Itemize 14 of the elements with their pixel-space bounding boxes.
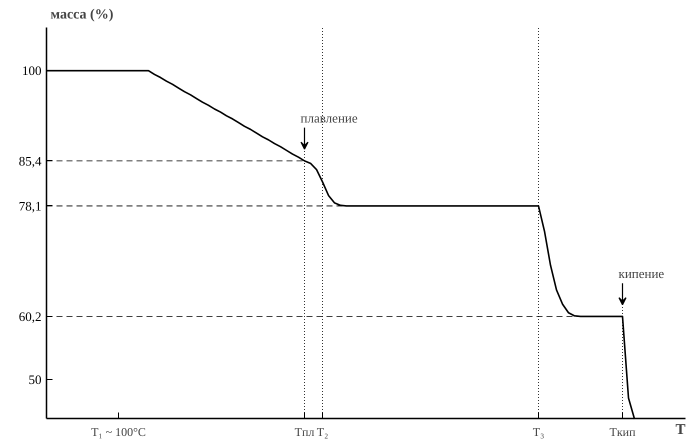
y-tick-label: 78,1: [18, 198, 42, 214]
x-axis-title: T: [675, 422, 686, 438]
y-tick-label: 60,2: [18, 308, 42, 324]
x-tick-label: T₁ ~ 100°C: [91, 424, 146, 439]
y-tick-label: 85,4: [18, 153, 42, 168]
x-tick-label: T₃: [532, 424, 544, 439]
annotation: кипение: [618, 266, 664, 282]
y-axis-title: масса (%): [50, 8, 114, 22]
annotation: плавление: [300, 110, 358, 126]
y-tick-label: 50: [28, 372, 42, 387]
x-tick-label: Tкип: [610, 424, 636, 439]
x-tick-label: T₂: [316, 424, 328, 439]
y-tick-label: 100: [22, 63, 42, 78]
x-tick-label: Tпл: [294, 424, 314, 439]
